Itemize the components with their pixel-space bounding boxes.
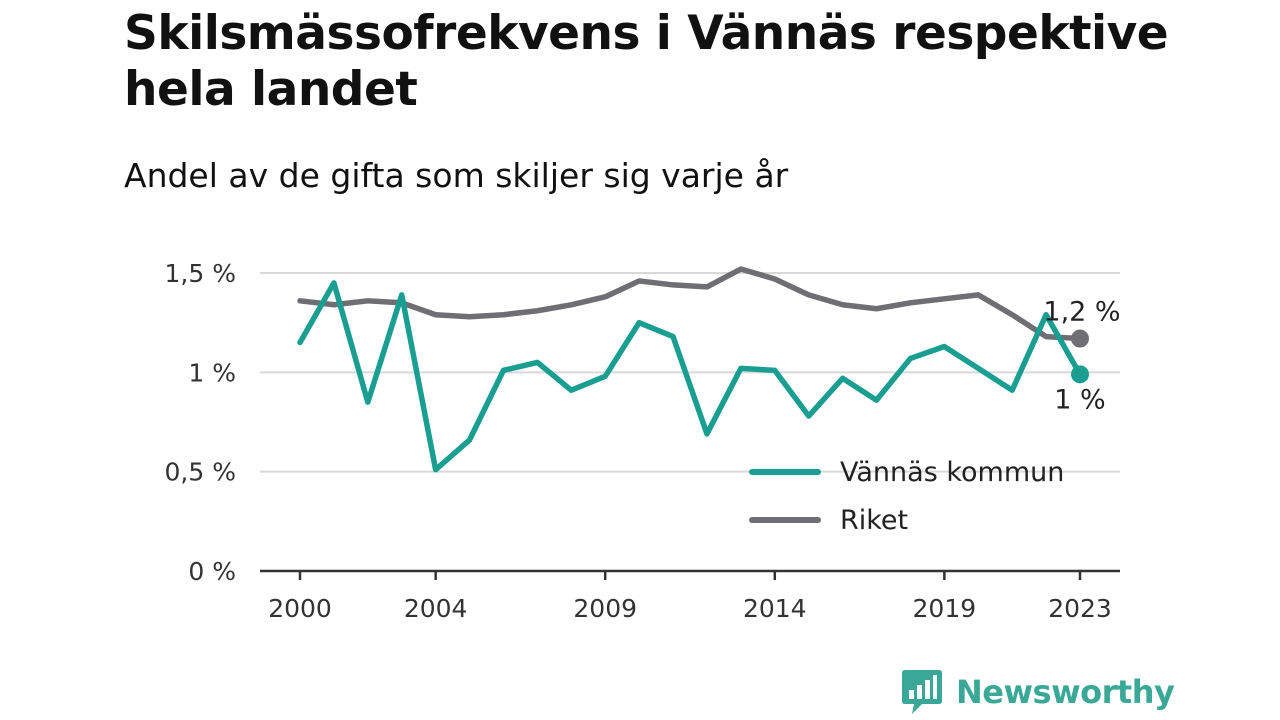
series-line-vännäs-kommun (297, 280, 1083, 473)
x-tick-label: 2009 (573, 594, 637, 623)
chart-subtitle: Andel av de gifta som skiljer sig varje … (124, 156, 789, 195)
x-tick-label: 2023 (1048, 594, 1112, 623)
series-end-point-vännäs-kommun (1071, 365, 1089, 384)
brand-name: Newsworthy (956, 673, 1175, 711)
x-tick-label: 2014 (743, 594, 807, 623)
x-tick-label: 2000 (268, 594, 332, 623)
series-end-point-riket (1071, 329, 1089, 348)
y-tick-label: 0,5 % (165, 458, 236, 487)
y-tick-label: 1 % (188, 358, 236, 387)
grid-lines (260, 272, 1120, 473)
x-tick-label: 2019 (913, 594, 977, 623)
series-lines (297, 266, 1089, 473)
legend-label: Vännäs kommun (840, 457, 1064, 488)
newsworthy-logo: Newsworthy (900, 668, 1175, 716)
chart-title: Skilsmässofrekvens i Vännäs respektive h… (124, 6, 1169, 117)
series-line-riket (297, 266, 1083, 342)
legend-label: Riket (840, 505, 908, 536)
y-tick-label: 0 % (188, 557, 236, 586)
end-labels: 1,2 % 1 % (1043, 297, 1120, 416)
end-label-riket: 1,2 % (1043, 297, 1120, 328)
y-tick-label: 1,5 % (165, 259, 236, 288)
y-axis-labels: 0 % 0,5 % 1 % 1,5 % (165, 259, 236, 586)
x-tick-label: 2004 (404, 594, 468, 623)
legend: Vännäs kommun Riket (749, 457, 1064, 536)
x-axis: 2000 2004 2009 2014 2019 2023 (260, 569, 1120, 623)
bar-chart-speech-bubble-icon (902, 670, 942, 714)
end-label-vannas: 1 % (1054, 384, 1105, 415)
